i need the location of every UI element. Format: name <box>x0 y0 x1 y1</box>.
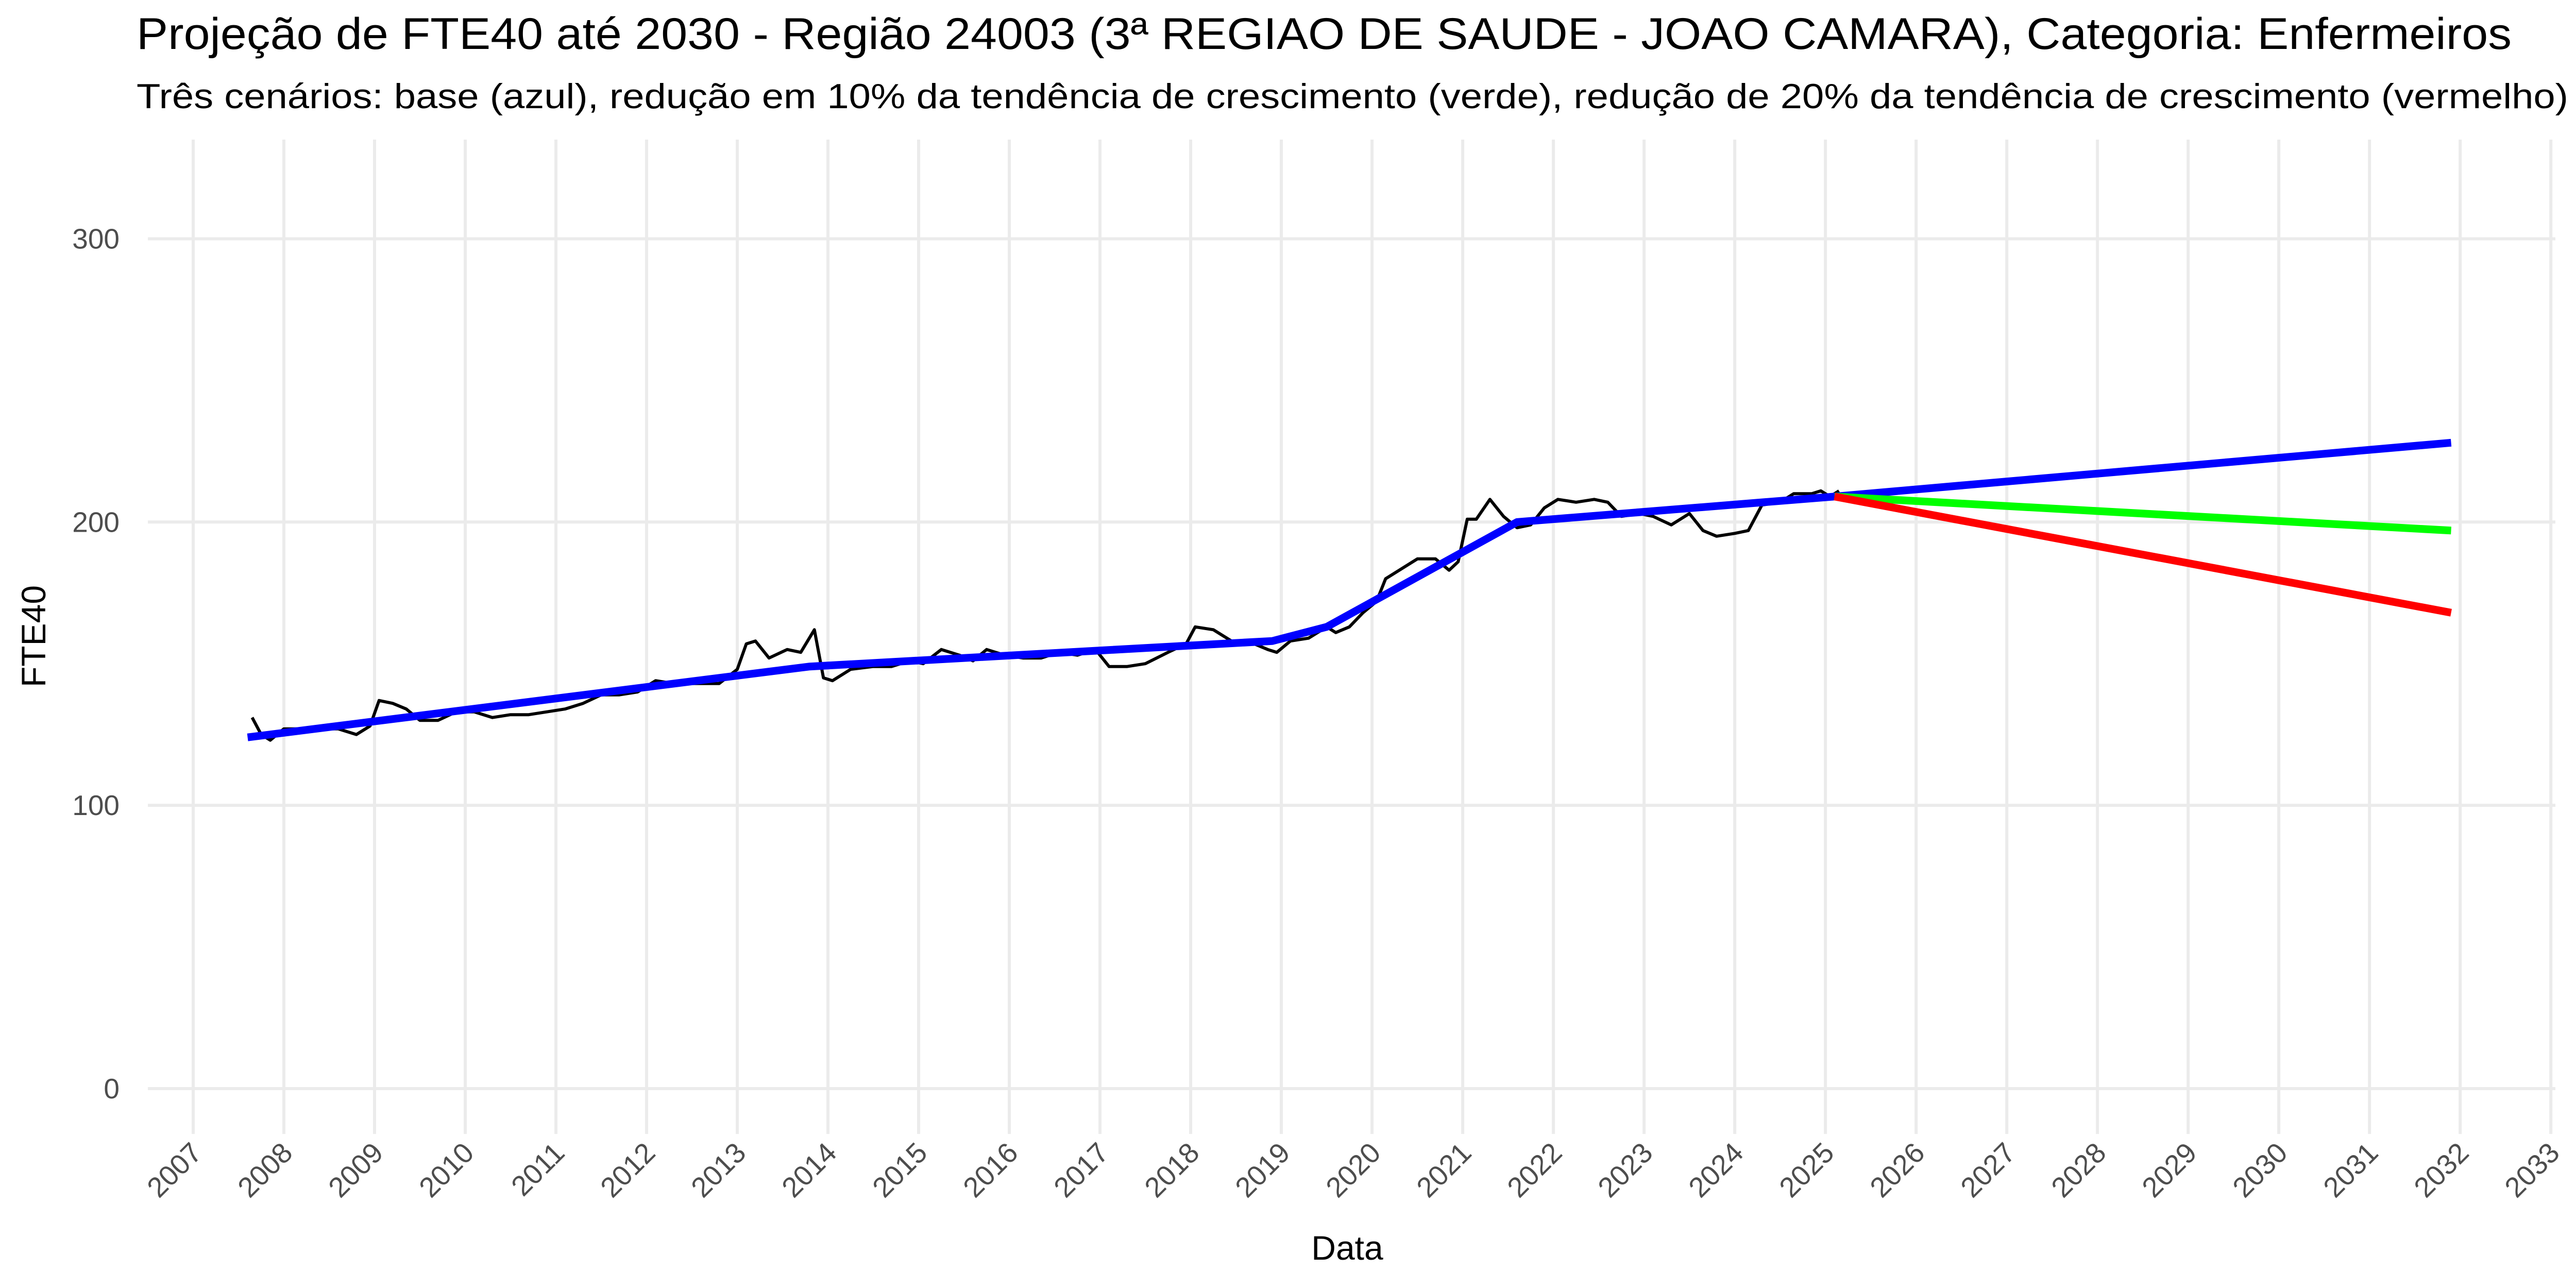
plot-area <box>247 438 2452 742</box>
y-tick-label: 100 <box>72 789 120 821</box>
x-axis-label: Data <box>1311 1229 1383 1267</box>
y-axis-label: FTE40 <box>14 585 53 687</box>
y-tick-label: 200 <box>72 506 120 538</box>
chart-title: Projeção de FTE40 até 2030 - Região 2400… <box>137 9 2512 59</box>
series-line <box>1834 493 2452 535</box>
chart-subtitle: Três cenários: base (azul), redução em 1… <box>137 77 2568 116</box>
y-tick-label: 0 <box>104 1073 120 1105</box>
series-line <box>1834 493 2452 617</box>
y-tick-label: 300 <box>72 223 120 255</box>
